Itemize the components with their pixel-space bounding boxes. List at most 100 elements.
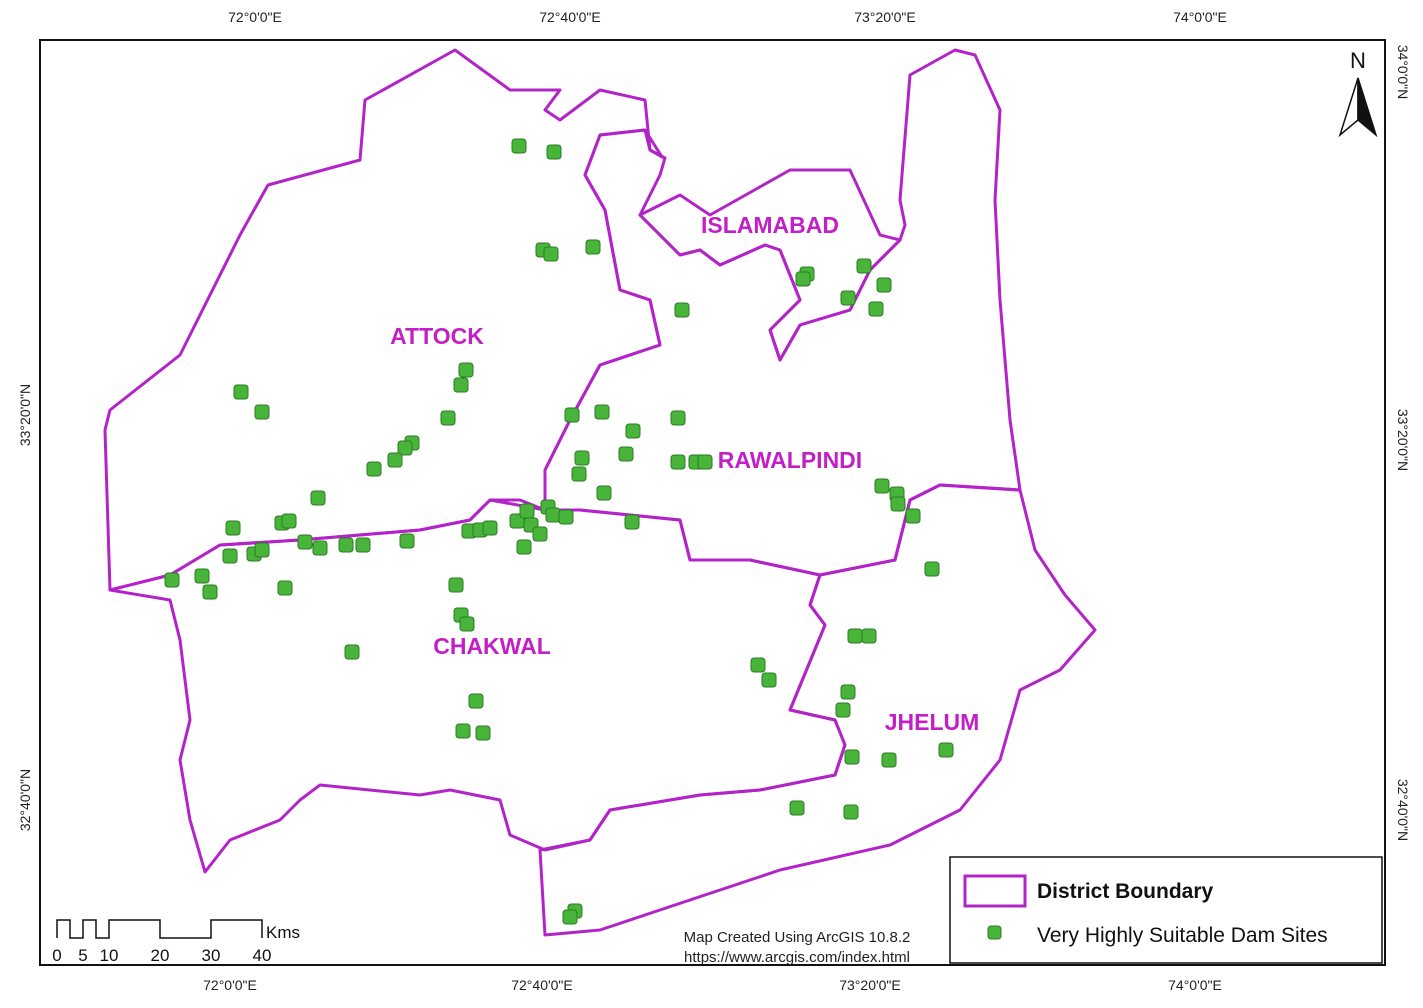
dam-site [312,540,328,556]
dam-site [338,537,354,553]
district-label: CHAKWAL [433,633,551,659]
graticule-label: 32°40'0"N [1395,779,1411,841]
dam-site [297,534,313,550]
dam-site [459,616,475,632]
district-labels: ATTOCK ISLAMABAD RAWALPINDI CHAKWAL JHEL… [390,212,979,735]
dam-site [482,520,498,536]
scale-label: 5 [78,946,87,965]
dam-site [574,450,590,466]
dam-site [455,723,471,739]
dam-site [840,290,856,306]
scale-label: 40 [253,946,272,965]
graticule-labels: 72°0'0"E 72°40'0"E 73°20'0"E 74°0'0"E 72… [17,9,1411,993]
dam-site [938,742,954,758]
dam-site [202,584,218,600]
legend: District Boundary Very Highly Suitable D… [949,856,1383,964]
dam-site [874,478,890,494]
dam-site [596,485,612,501]
dam-site [843,804,859,820]
legend-label: Very Highly Suitable Dam Sites [1037,924,1328,947]
credit-text: Map Created Using ArcGIS 10.8.2 [684,929,911,946]
scale-bar-line [56,919,263,939]
dam-site [795,271,811,287]
dam-site [222,548,238,564]
graticule-label: 74°0'0"E [1173,9,1227,25]
dam-site [881,752,897,768]
dam-site [344,644,360,660]
dam-site [847,628,863,644]
jhelum-boundary [538,483,1097,937]
dam-site [387,452,403,468]
dam-site [448,577,464,593]
legend-site-swatch [987,925,1002,940]
dam-site [585,239,601,255]
dam-site [511,138,527,154]
dam-site [876,277,892,293]
dam-site [543,246,559,262]
dam-site [453,377,469,393]
dam-site [558,509,574,525]
dam-site [835,702,851,718]
dam-site [532,526,548,542]
north-arrow-right [1357,77,1378,138]
scale-label: 0 [52,946,61,965]
dam-site [844,749,860,765]
islamabad-boundary [638,168,902,362]
dam-site [618,446,634,462]
dam-site [761,672,777,688]
credits: Map Created Using ArcGIS 10.8.2 https://… [684,929,911,966]
dam-site [905,508,921,524]
dam-site [840,684,856,700]
legend-box [949,856,1383,964]
scale-bar: 0 5 10 20 30 40 Kms [52,919,300,965]
scale-label: 10 [100,946,119,965]
dam-sites [164,138,954,925]
dam-site [625,423,641,439]
graticule-label: 73°20'0"E [854,9,916,25]
graticule-label: 72°0'0"E [203,977,257,993]
legend-boundary-swatch [963,874,1027,908]
district-label: JHELUM [885,709,980,735]
graticule-label: 32°40'0"N [17,769,33,831]
dam-site [397,440,413,456]
dam-site [516,539,532,555]
graticule-label: 73°20'0"E [839,977,901,993]
dam-site [254,404,270,420]
dam-site [594,404,610,420]
graticule-label: 72°40'0"E [539,9,601,25]
dam-site [789,800,805,816]
dam-site [254,542,270,558]
dam-site [519,503,535,519]
legend-label: District Boundary [1037,880,1214,903]
dam-site [164,572,180,588]
dam-site [670,410,686,426]
dam-site [475,725,491,741]
graticule-label: 34°0'0"N [1395,45,1411,100]
dam-site [440,410,456,426]
dam-site [310,490,326,506]
scale-label: 20 [151,946,170,965]
dam-site [281,513,297,529]
dam-site [546,144,562,160]
scale-label: 30 [202,946,221,965]
dam-site [458,362,474,378]
dam-site [194,568,210,584]
dam-site [399,533,415,549]
dam-site [624,514,640,530]
dam-site [670,454,686,470]
dam-site [571,466,587,482]
dam-site [674,302,690,318]
dam-site [277,580,293,596]
map-frame [39,39,1386,966]
graticule-label: 72°0'0"E [228,9,282,25]
dam-site [562,909,578,925]
dam-site [355,537,371,553]
dam-site [225,520,241,536]
district-label: ISLAMABAD [701,212,839,238]
dam-site [856,258,872,274]
credit-text: https://www.arcgis.com/index.html [684,949,910,966]
north-label: N [1350,48,1366,73]
dam-site [750,657,766,673]
